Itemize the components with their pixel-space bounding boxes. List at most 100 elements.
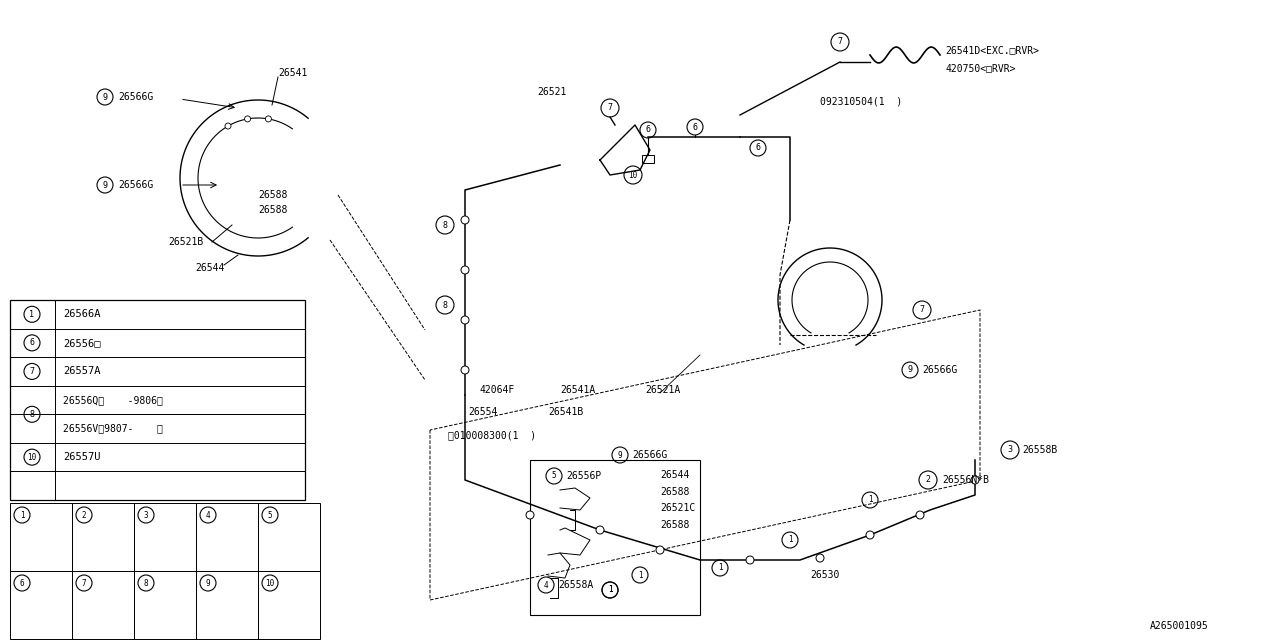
Text: 26588: 26588 (259, 205, 288, 215)
Text: 7: 7 (837, 38, 842, 47)
Text: 5: 5 (552, 472, 557, 481)
Text: 26558B: 26558B (1021, 445, 1057, 455)
Bar (10, 571, 72, 639)
Circle shape (746, 556, 754, 564)
Text: 9: 9 (618, 451, 622, 460)
Bar (259, 503, 320, 571)
Text: 26556□: 26556□ (63, 338, 101, 348)
Text: Ⓑ010008300(1  ): Ⓑ010008300(1 ) (448, 430, 536, 440)
Text: 26556Q（    -9806）: 26556Q（ -9806） (63, 395, 163, 405)
Text: 26556V（9807-    ）: 26556V（9807- ） (63, 424, 163, 433)
Text: 2: 2 (82, 511, 86, 520)
Text: 7: 7 (29, 367, 35, 376)
Text: 26588: 26588 (660, 487, 690, 497)
Text: 26541D<EXC.□RVR>: 26541D<EXC.□RVR> (945, 45, 1039, 55)
Bar (72, 503, 134, 571)
Text: 26556N*B: 26556N*B (942, 475, 989, 485)
Text: 26588: 26588 (259, 190, 288, 200)
Text: 7: 7 (82, 579, 86, 588)
Text: 2: 2 (925, 476, 931, 484)
Text: 4: 4 (206, 511, 210, 520)
Text: 1: 1 (718, 563, 722, 573)
Text: 26544: 26544 (660, 470, 690, 480)
Text: 3: 3 (1007, 445, 1012, 454)
Text: 420750<□RVR>: 420750<□RVR> (945, 63, 1015, 73)
Text: 10: 10 (628, 170, 637, 179)
Text: 26566G: 26566G (118, 180, 154, 190)
Text: 26521A: 26521A (645, 385, 680, 395)
Text: 42064F: 42064F (480, 385, 516, 395)
Circle shape (657, 546, 664, 554)
Circle shape (461, 266, 468, 274)
Bar (72, 571, 134, 639)
Text: 26557U: 26557U (63, 452, 101, 462)
Text: 26556P: 26556P (566, 471, 602, 481)
Text: 092310504(1  ): 092310504(1 ) (820, 97, 902, 107)
Bar (259, 571, 320, 639)
Text: 1: 1 (29, 310, 35, 319)
Text: 26566G: 26566G (118, 92, 154, 102)
Text: 10: 10 (27, 452, 37, 461)
Text: 26588: 26588 (660, 520, 690, 530)
Text: 1: 1 (787, 536, 792, 545)
Text: 26554: 26554 (468, 407, 498, 417)
Text: 6: 6 (692, 122, 698, 131)
Bar (134, 571, 196, 639)
Bar (196, 503, 259, 571)
Circle shape (867, 531, 874, 539)
Bar (196, 571, 259, 639)
Text: 26566G: 26566G (922, 365, 957, 375)
Text: 26566G: 26566G (632, 450, 667, 460)
Text: 26521C: 26521C (660, 503, 695, 513)
Circle shape (225, 123, 230, 129)
Text: 1: 1 (19, 511, 24, 520)
Circle shape (265, 116, 271, 122)
Text: 7: 7 (919, 305, 924, 314)
Text: 26541B: 26541B (548, 407, 584, 417)
Text: 26566A: 26566A (63, 309, 101, 319)
Text: 3: 3 (143, 511, 148, 520)
Bar (134, 503, 196, 571)
Text: 1: 1 (608, 586, 612, 595)
Text: 26521B: 26521B (168, 237, 204, 247)
Text: 4: 4 (544, 580, 548, 589)
Circle shape (461, 366, 468, 374)
Circle shape (461, 316, 468, 324)
Circle shape (596, 526, 604, 534)
Text: 26544: 26544 (195, 263, 224, 273)
Text: 26521: 26521 (538, 87, 566, 97)
Text: 1: 1 (868, 495, 872, 504)
Text: 8: 8 (29, 410, 35, 419)
Text: 8: 8 (443, 221, 448, 230)
Circle shape (972, 476, 979, 484)
Circle shape (526, 511, 534, 519)
Text: 6: 6 (755, 143, 760, 152)
Circle shape (817, 554, 824, 562)
Bar (10, 503, 72, 571)
Text: 9: 9 (102, 93, 108, 102)
Circle shape (244, 116, 251, 122)
Bar (10, 300, 305, 500)
Text: 26541A: 26541A (561, 385, 595, 395)
Text: 8: 8 (143, 579, 148, 588)
Bar (643, 155, 654, 163)
Text: 1: 1 (608, 586, 612, 595)
Text: 6: 6 (29, 339, 35, 348)
Text: 26558A: 26558A (558, 580, 593, 590)
Circle shape (916, 511, 924, 519)
Text: 26541: 26541 (278, 68, 307, 78)
Text: A265001095: A265001095 (1149, 621, 1208, 631)
Text: 10: 10 (265, 579, 275, 588)
Text: 9: 9 (102, 180, 108, 189)
Bar (530, 460, 700, 615)
Text: 26557A: 26557A (63, 367, 101, 376)
Text: 9: 9 (206, 579, 210, 588)
Text: 9: 9 (908, 365, 913, 374)
Text: 6: 6 (19, 579, 24, 588)
Circle shape (461, 216, 468, 224)
Text: 7: 7 (608, 104, 613, 113)
Text: 6: 6 (645, 125, 650, 134)
Text: 26530: 26530 (810, 570, 840, 580)
Text: 5: 5 (268, 511, 273, 520)
Text: 8: 8 (443, 301, 448, 310)
